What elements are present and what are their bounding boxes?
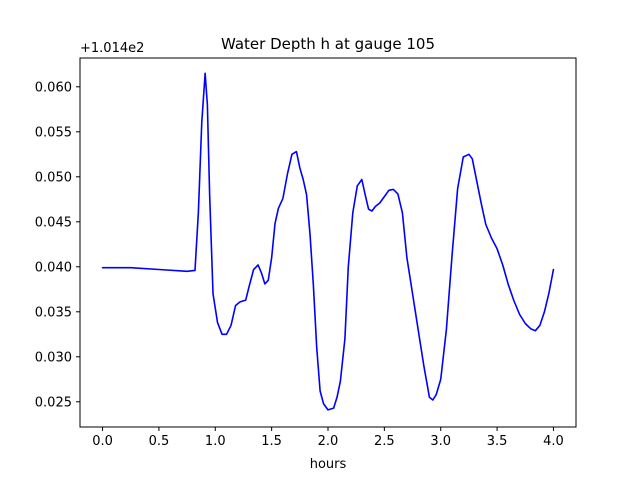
x-axis-label: hours (310, 457, 347, 472)
y-axis-offset-label: +1.014e2 (80, 41, 144, 56)
x-tick-label: 2.5 (374, 434, 395, 449)
x-tick-label: 3.5 (487, 434, 508, 449)
y-tick-label: 0.035 (35, 305, 72, 320)
x-tick-label: 4.0 (543, 434, 564, 449)
chart-title: Water Depth h at gauge 105 (221, 35, 435, 53)
y-tick-label: 0.025 (35, 395, 72, 410)
x-tick-label: 1.5 (261, 434, 282, 449)
x-tick-label: 1.0 (205, 434, 226, 449)
y-tick-label: 0.060 (35, 80, 72, 95)
y-tick-label: 0.045 (35, 215, 72, 230)
y-tick-label: 0.050 (35, 170, 72, 185)
series-line-0 (101, 72, 555, 411)
y-tick-label: 0.055 (35, 125, 72, 140)
x-tick-label: 3.0 (430, 434, 451, 449)
y-tick-label: 0.030 (35, 350, 72, 365)
plot-area: 0.0 0.5 1.0 1.5 2.0 2.5 3.0 3.5 4.0 0.025 0.030 0.0… (35, 57, 577, 449)
y-tick-label: 0.040 (35, 260, 72, 275)
x-tick-label: 0.0 (92, 434, 113, 449)
x-tick-label: 2.0 (318, 434, 339, 449)
x-tick-label: 0.5 (149, 434, 170, 449)
